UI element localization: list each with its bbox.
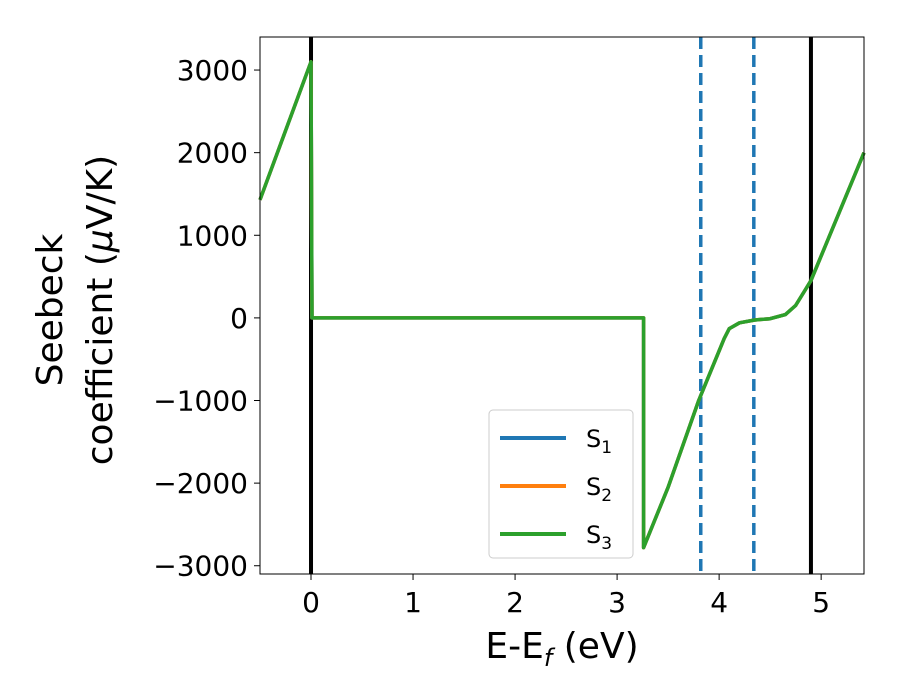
legend: S1 S2 S3 xyxy=(488,409,634,559)
y-tick-label: 2000 xyxy=(177,137,248,170)
legend-label-s2: S2 xyxy=(586,473,612,506)
x-tick-label: 2 xyxy=(506,586,524,619)
series-lines xyxy=(258,60,866,550)
legend-label-s1: S1 xyxy=(586,425,612,458)
y-axis-title-line2: coefficient (μV/K) xyxy=(80,155,121,465)
y-axis-title-line1: Seebeck xyxy=(30,233,71,386)
series-line-s3 xyxy=(258,60,866,550)
y-tick-label: 3000 xyxy=(177,54,248,87)
x-tick-label: 5 xyxy=(812,586,830,619)
x-tick-label: 4 xyxy=(710,586,728,619)
x-ticks: 0 1 2 3 4 5 xyxy=(302,574,830,619)
x-tick-label: 0 xyxy=(302,586,320,619)
y-tick-label: −1000 xyxy=(153,385,248,418)
y-tick-label: −3000 xyxy=(153,550,248,583)
legend-label-s3: S3 xyxy=(586,521,612,554)
x-tick-label: 3 xyxy=(608,586,626,619)
y-tick-label: −2000 xyxy=(153,467,248,500)
x-axis-title: E-Ef (eV) xyxy=(485,626,638,672)
x-tick-label: 1 xyxy=(404,586,422,619)
plot-frame xyxy=(259,36,865,575)
y-tick-label: 0 xyxy=(230,302,248,335)
y-ticks: −3000 −2000 −1000 0 1000 2000 3000 xyxy=(153,54,260,583)
y-tick-label: 1000 xyxy=(177,219,248,252)
